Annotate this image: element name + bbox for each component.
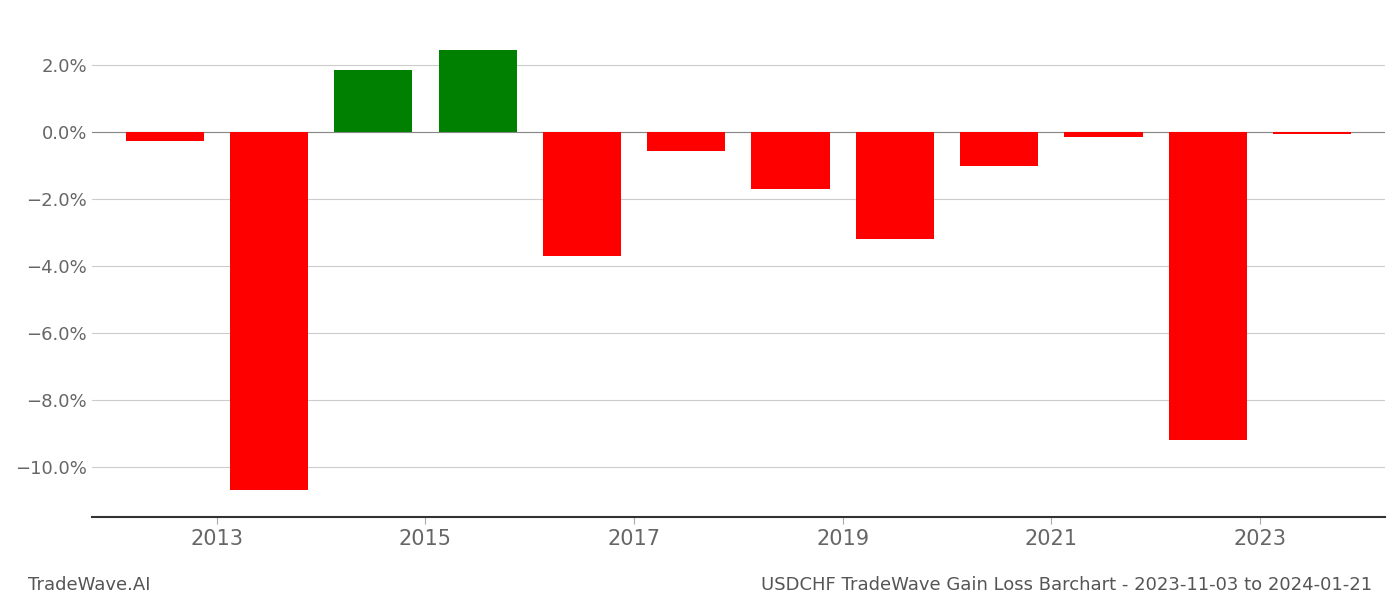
Bar <box>647 132 725 151</box>
Text: TradeWave.AI: TradeWave.AI <box>28 576 151 594</box>
Bar <box>752 132 830 189</box>
Bar <box>855 132 934 239</box>
Text: USDCHF TradeWave Gain Loss Barchart - 2023-11-03 to 2024-01-21: USDCHF TradeWave Gain Loss Barchart - 20… <box>760 576 1372 594</box>
Bar <box>230 132 308 490</box>
Bar <box>438 50 517 132</box>
Bar <box>1169 132 1247 440</box>
Bar <box>335 70 413 132</box>
Bar <box>543 132 622 256</box>
Bar <box>960 132 1039 166</box>
Bar <box>1064 132 1142 137</box>
Bar <box>1273 132 1351 134</box>
Bar <box>126 132 204 140</box>
